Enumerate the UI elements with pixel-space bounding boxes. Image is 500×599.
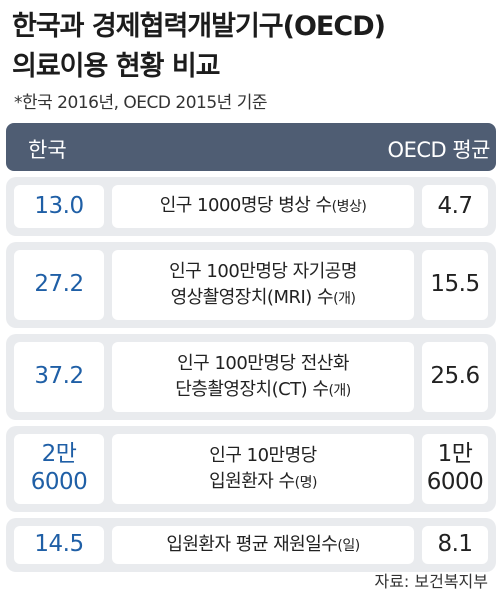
indicator-text: 인구 1000명당 병상 수 <box>159 195 332 217</box>
indicator-label: 입원환자 평균 재원일수(일) <box>112 526 414 564</box>
korea-value: 13.0 <box>14 185 104 228</box>
korea-value-text: 2만 6000 <box>30 441 88 495</box>
oecd-value-text: 8.1 <box>437 531 473 558</box>
table-row: 13.0 인구 1000명당 병상 수(병상) 4.7 <box>6 177 496 236</box>
table-row: 27.2 인구 100만명당 자기공명 영상촬영장치(MRI) 수(개) 15.… <box>6 242 496 328</box>
korea-value: 27.2 <box>14 250 104 320</box>
korea-value: 2만 6000 <box>14 434 104 504</box>
korea-value: 37.2 <box>14 342 104 412</box>
indicator-unit: (명) <box>294 475 318 491</box>
oecd-value: 1만 6000 <box>422 434 488 504</box>
table-header: 한국 OECD 평균 <box>6 123 496 171</box>
subtitle: *한국 2016년, OECD 2015년 기준 <box>14 93 267 113</box>
indicator-label-text: 인구 1000명당 병상 수(병상) <box>160 193 367 219</box>
oecd-value-text: 4.7 <box>437 192 473 219</box>
korea-value-text: 27.2 <box>34 271 84 298</box>
oecd-value: 15.5 <box>422 250 488 320</box>
table-row: 37.2 인구 100만명당 전산화 단층촬영장치(CT) 수(개) 25.6 <box>6 334 496 420</box>
indicator-text: 인구 100만명당 자기공명 영상촬영장치(MRI) 수 <box>169 260 357 308</box>
oecd-value-text: 1만 6000 <box>426 441 484 495</box>
header-oecd-average: OECD 평균 <box>387 138 491 162</box>
title-line-1: 한국과 경제협력개발기구(OECD) <box>12 11 386 42</box>
table-row: 14.5 입원환자 평균 재원일수(일) 8.1 <box>6 518 496 572</box>
indicator-text: 입원환자 평균 재원일수 <box>166 533 338 555</box>
indicator-unit: (개) <box>328 383 351 399</box>
indicator-label-text: 인구 10만명당 입원환자 수(명) <box>209 443 317 495</box>
korea-value-text: 13.0 <box>34 192 84 219</box>
indicator-label-text: 인구 100만명당 전산화 단층촬영장치(CT) 수(개) <box>175 351 351 403</box>
indicator-label: 인구 100만명당 전산화 단층촬영장치(CT) 수(개) <box>112 342 414 412</box>
oecd-value: 4.7 <box>422 185 488 228</box>
oecd-value: 8.1 <box>422 526 488 564</box>
korea-value-text: 14.5 <box>34 531 84 558</box>
source-note: 자료: 보건복지부 <box>374 572 488 591</box>
indicator-text: 인구 100만명당 전산화 단층촬영장치(CT) 수 <box>175 352 349 400</box>
header-korea: 한국 <box>28 138 67 162</box>
oecd-value: 25.6 <box>422 342 488 412</box>
indicator-unit: (병상) <box>331 199 367 216</box>
oecd-value-text: 25.6 <box>430 363 480 390</box>
title-line-2: 의료이용 현황 비교 <box>12 51 221 82</box>
indicator-label: 인구 10만명당 입원환자 수(명) <box>112 434 414 504</box>
korea-value-text: 37.2 <box>34 363 84 390</box>
indicator-label: 인구 1000명당 병상 수(병상) <box>112 185 414 228</box>
table-row: 2만 6000 인구 10만명당 입원환자 수(명) 1만 6000 <box>6 426 496 512</box>
indicator-unit: (개) <box>333 291 356 307</box>
indicator-label: 인구 100만명당 자기공명 영상촬영장치(MRI) 수(개) <box>112 250 414 320</box>
indicator-label-text: 인구 100만명당 자기공명 영상촬영장치(MRI) 수(개) <box>169 259 357 311</box>
oecd-value-text: 15.5 <box>430 271 480 298</box>
indicator-label-text: 입원환자 평균 재원일수(일) <box>166 532 360 558</box>
indicator-unit: (일) <box>337 537 360 554</box>
indicator-text: 인구 10만명당 입원환자 수 <box>209 444 317 492</box>
korea-value: 14.5 <box>14 526 104 564</box>
